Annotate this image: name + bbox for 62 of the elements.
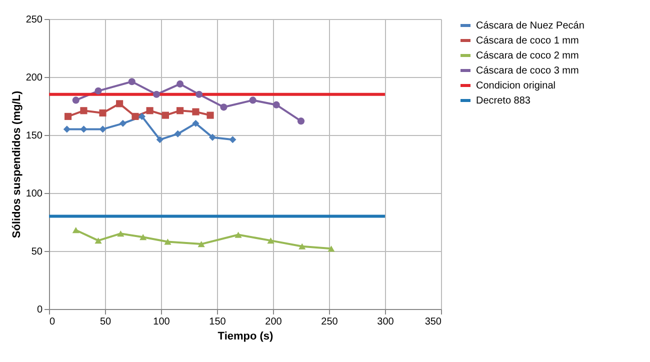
point	[298, 243, 306, 250]
x-tick-label: 200	[265, 316, 282, 328]
legend-label: Decreto 883	[476, 96, 531, 106]
x-tick-label: 100	[153, 316, 170, 328]
point	[80, 126, 88, 133]
point	[156, 136, 164, 144]
point	[176, 80, 184, 88]
y-tick-label: 250	[26, 14, 43, 26]
point	[63, 126, 70, 133]
point	[297, 118, 305, 125]
legend-label: Condicion original	[476, 80, 556, 92]
legend-label: Cáscara de Nuez Pecán	[476, 20, 584, 32]
point	[72, 227, 80, 234]
point	[192, 108, 200, 116]
y-axis-title: Sólidos suspendidos (mg/L)	[10, 90, 23, 238]
point	[94, 87, 102, 94]
x-tick-label: 150	[209, 316, 226, 328]
point	[249, 96, 256, 104]
x-tick-label: 300	[377, 316, 394, 328]
legend-label: Cáscara de coco 3 mm	[476, 66, 579, 76]
point	[234, 232, 242, 238]
point	[272, 101, 280, 108]
x-tick-label: 0	[50, 316, 56, 328]
y-tick-label: 0	[36, 304, 43, 316]
point	[174, 130, 182, 138]
point	[162, 112, 170, 119]
point	[140, 234, 147, 240]
point	[116, 100, 124, 108]
point	[94, 238, 102, 244]
point	[164, 238, 172, 245]
point	[99, 109, 106, 116]
point	[99, 126, 106, 133]
point	[152, 90, 160, 98]
point	[220, 104, 228, 111]
x-tick-label: 250	[321, 316, 338, 328]
point	[146, 107, 154, 114]
point	[192, 120, 200, 127]
y-tick-label: 100	[26, 188, 43, 200]
y-tick-label: 50	[31, 246, 43, 258]
point	[132, 112, 139, 120]
x-axis-title: Tiempo (s)	[218, 330, 274, 342]
point	[229, 136, 236, 144]
x-tick-label: 350	[424, 316, 442, 328]
point	[72, 96, 80, 104]
y-tick-label: 200	[26, 72, 43, 84]
point	[328, 246, 335, 252]
point	[267, 238, 274, 244]
point	[206, 112, 214, 119]
legend-label: Cáscara de coco 2 mm	[476, 50, 579, 62]
y-tick-label: 150	[26, 130, 43, 142]
point	[128, 78, 136, 86]
x-tick-label: 50	[100, 316, 112, 328]
point	[64, 112, 72, 120]
legend-label: Cáscara de coco 1 mm	[476, 36, 579, 46]
point	[208, 134, 216, 141]
point	[138, 112, 146, 120]
point	[80, 107, 88, 114]
point	[196, 90, 203, 98]
point	[117, 230, 124, 237]
point	[198, 240, 205, 248]
point	[119, 120, 126, 127]
point	[176, 107, 184, 114]
